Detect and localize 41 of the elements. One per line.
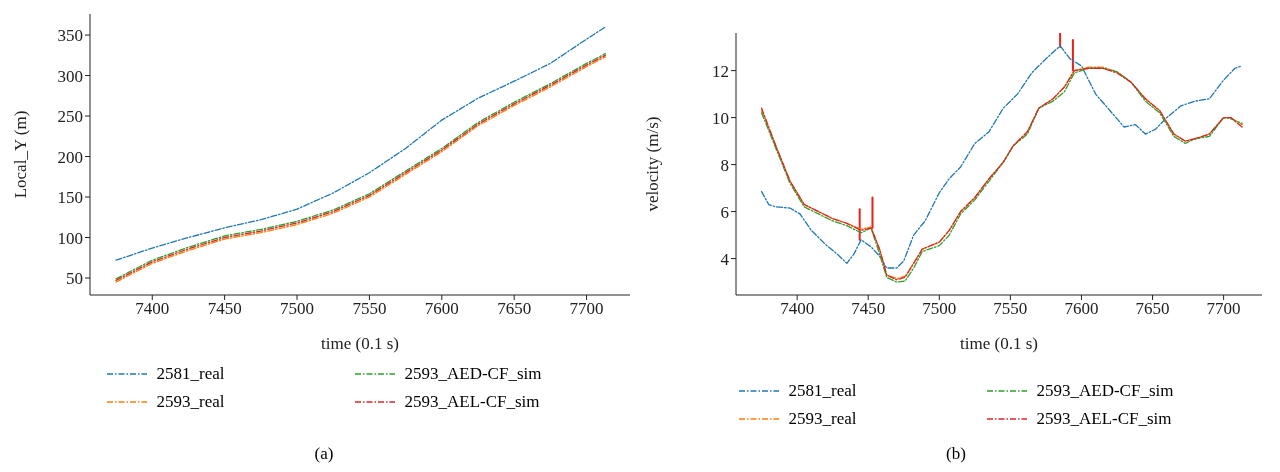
y-tick-label: 300 bbox=[57, 66, 83, 86]
x-tick-label: 7500 bbox=[922, 299, 957, 319]
legend-label: 2593_AEL-CF_sim bbox=[1036, 409, 1172, 429]
x-tick-label: 7500 bbox=[280, 299, 315, 319]
y-tick-label: 4 bbox=[720, 249, 730, 269]
y-tick-label: 250 bbox=[57, 107, 83, 127]
y-tick-label: 12 bbox=[712, 61, 729, 81]
x-tick-label: 7400 bbox=[780, 299, 815, 319]
x-tick-label: 7450 bbox=[207, 299, 242, 319]
x-tick-label: 7600 bbox=[424, 299, 459, 319]
x-tick-label: 7550 bbox=[993, 299, 1028, 319]
y-tick-label: 8 bbox=[720, 155, 729, 175]
legend-label: 2593_AED-CF_sim bbox=[404, 364, 542, 384]
legend-label: 2593_AED-CF_sim bbox=[1036, 381, 1174, 401]
x-tick-label: 7650 bbox=[497, 299, 532, 319]
x-tick-label: 7600 bbox=[1064, 299, 1099, 319]
x-axis-title: time (0.1 s) bbox=[321, 334, 399, 353]
x-axis-title: time (0.1 s) bbox=[960, 334, 1038, 353]
y-tick-label: 150 bbox=[57, 188, 83, 208]
y-axis-title: velocity (m/s) bbox=[643, 116, 663, 212]
y-tick-label: 200 bbox=[57, 147, 83, 167]
line-series bbox=[115, 26, 607, 261]
text: (a) bbox=[313, 444, 335, 464]
x-tick-label: 7400 bbox=[135, 299, 170, 319]
x-tick-label: 7550 bbox=[352, 299, 387, 319]
y-axis-title: Local_Y (m) bbox=[11, 110, 31, 199]
x-tick-label: 7450 bbox=[851, 299, 886, 319]
y-tick-label: 350 bbox=[57, 26, 83, 46]
x-tick-label: 7650 bbox=[1135, 299, 1170, 319]
y-tick-label: 50 bbox=[66, 269, 83, 289]
legend-label: 2593_AEL-CF_sim bbox=[404, 392, 540, 412]
legend-label: 2593_real bbox=[788, 409, 857, 429]
x-tick-label: 7700 bbox=[569, 299, 604, 319]
y-tick-label: 100 bbox=[57, 228, 83, 248]
legend-label: 2581_real bbox=[156, 364, 225, 384]
text: (b) bbox=[945, 444, 967, 464]
y-tick-label: 6 bbox=[720, 202, 729, 222]
y-tick-label: 10 bbox=[712, 108, 729, 128]
legend-label: 2593_real bbox=[156, 392, 225, 412]
legend-label: 2581_real bbox=[788, 381, 857, 401]
x-tick-label: 7700 bbox=[1206, 299, 1241, 319]
